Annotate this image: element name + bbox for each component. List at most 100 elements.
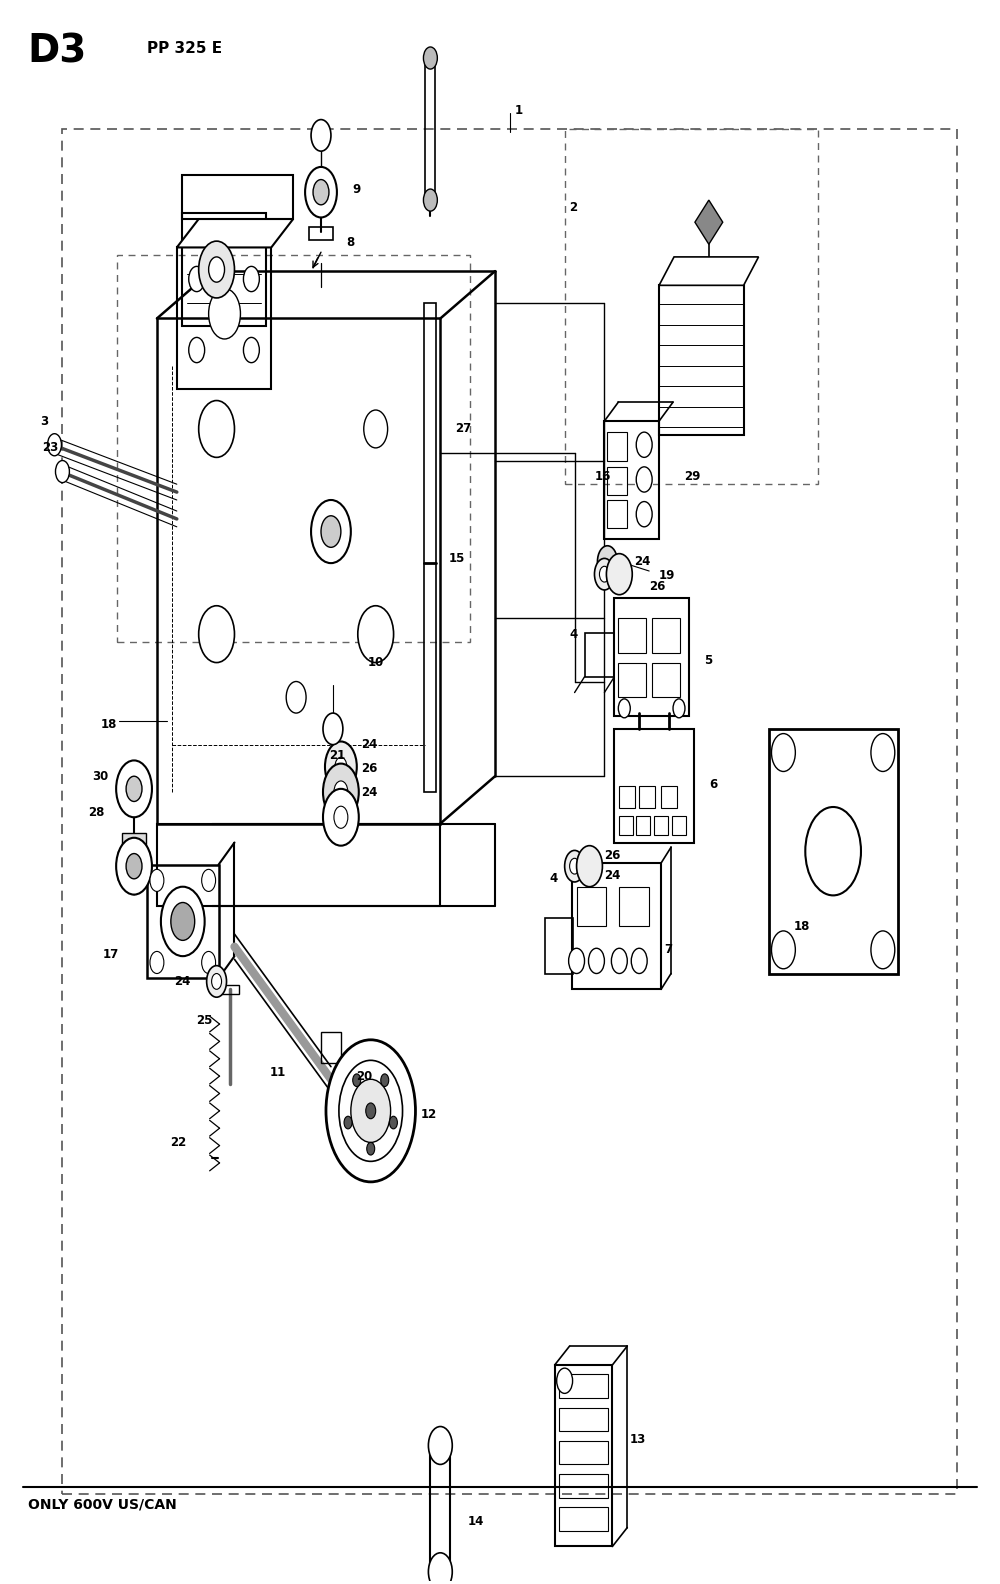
Bar [182,174,293,219]
Text: 17: 17 [102,949,118,961]
Circle shape [366,1102,376,1118]
Circle shape [334,781,348,803]
Text: 2: 2 [570,201,578,214]
Bar [559,1473,608,1497]
Circle shape [428,1552,452,1584]
Circle shape [353,1074,361,1087]
Text: 4: 4 [550,873,558,885]
Bar [659,285,744,436]
Circle shape [367,1142,375,1155]
Circle shape [243,266,259,291]
Circle shape [126,854,142,879]
Circle shape [311,501,351,564]
Circle shape [199,401,234,458]
Circle shape [423,48,437,70]
Circle shape [323,713,343,744]
Text: 28: 28 [88,806,105,819]
Bar [559,1375,608,1399]
Circle shape [199,605,234,662]
Circle shape [589,949,604,974]
Text: 5: 5 [704,654,712,667]
Circle shape [771,733,795,771]
Bar [654,816,668,835]
Bar [619,887,649,927]
Bar [618,662,646,697]
Circle shape [189,337,205,363]
Circle shape [150,870,164,892]
Circle shape [364,410,388,448]
Bar [672,816,686,835]
Text: PP 325 E: PP 325 E [147,41,222,55]
Bar [182,212,266,326]
Bar [572,863,661,990]
Bar [607,467,627,496]
Bar [607,432,627,461]
Circle shape [199,241,234,298]
Bar [577,887,606,927]
Circle shape [570,859,580,874]
Text: 23: 23 [43,442,59,455]
Circle shape [325,741,357,792]
Circle shape [305,166,337,217]
Circle shape [636,502,652,527]
Circle shape [334,806,348,828]
Bar [157,824,440,906]
Circle shape [243,337,259,363]
Bar [585,632,614,676]
Bar [309,227,333,239]
Bar [430,1449,450,1567]
Bar [769,729,898,974]
Circle shape [202,952,216,974]
Circle shape [150,952,164,974]
Text: 7: 7 [664,944,672,957]
Polygon shape [695,200,723,244]
Bar [661,786,677,808]
Text: 4: 4 [570,627,578,640]
Text: 20: 20 [356,1069,372,1082]
Circle shape [594,559,614,589]
Bar [614,597,689,716]
Circle shape [339,1060,403,1161]
Bar [425,59,435,200]
Text: 9: 9 [353,182,361,195]
Bar [604,421,659,540]
Text: 13: 13 [629,1432,646,1446]
Bar [652,618,680,653]
Circle shape [323,763,359,821]
Text: 1: 1 [515,103,523,117]
Circle shape [326,1039,415,1182]
Text: 24: 24 [361,786,377,798]
Polygon shape [119,838,150,895]
Circle shape [673,699,685,718]
Circle shape [631,949,647,974]
Text: 26: 26 [361,762,377,775]
Text: 3: 3 [41,415,49,428]
Text: 29: 29 [684,470,700,483]
Circle shape [207,966,227,998]
Bar [122,833,146,846]
Circle shape [189,266,205,291]
Circle shape [48,434,61,456]
Text: 30: 30 [92,770,109,782]
Text: 26: 26 [649,580,666,594]
Circle shape [161,887,205,957]
Text: 26: 26 [604,849,621,862]
Circle shape [344,1117,352,1129]
Bar [424,303,436,792]
Circle shape [771,931,795,969]
Circle shape [126,776,142,802]
Bar [177,247,271,390]
Bar [62,128,957,1494]
Bar [555,1365,612,1546]
Circle shape [358,605,394,662]
Text: 24: 24 [174,974,190,988]
Circle shape [335,757,347,776]
Bar [619,816,633,835]
Text: 24: 24 [634,554,651,569]
Circle shape [577,846,602,887]
Circle shape [805,806,861,895]
Circle shape [871,733,895,771]
Circle shape [557,1369,573,1394]
Text: 21: 21 [329,749,345,762]
Bar [559,1408,608,1432]
